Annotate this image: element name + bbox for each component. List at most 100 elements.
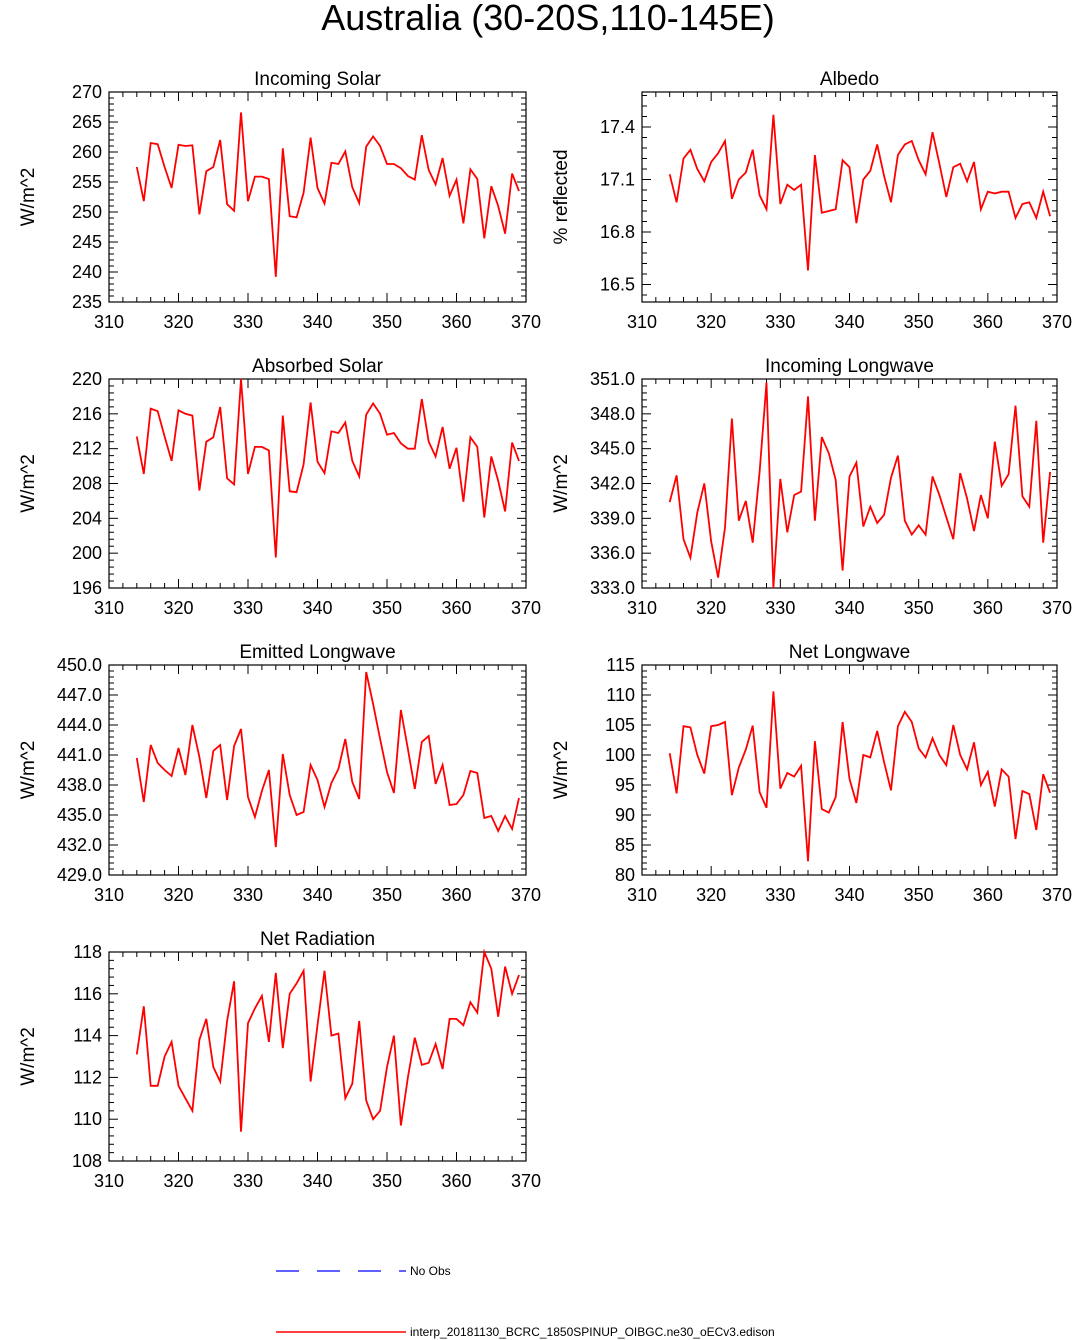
y-tick-label: 216 <box>72 404 102 424</box>
y-tick-label: 16.8 <box>600 222 635 242</box>
panel-title: Net Radiation <box>260 929 375 950</box>
y-tick-label: 220 <box>72 369 102 389</box>
y-tick-label: 17.4 <box>600 117 635 137</box>
y-axis-label: W/m^2 <box>18 741 39 800</box>
y-tick-label: 110 <box>606 685 635 705</box>
legend-model-label: interp_20181130_BCRC_1850SPINUP_OIBGC.ne… <box>410 1325 775 1339</box>
panel-incoming-longwave: Incoming Longwave W/m^2 310 320 330 340 350 360… <box>551 356 1072 618</box>
x-tick-label: 310 <box>94 1171 124 1191</box>
panel-title: Incoming Longwave <box>765 356 934 377</box>
x-tick-label: 360 <box>441 885 471 905</box>
y-axis-label: W/m^2 <box>551 741 572 800</box>
panels: Incoming Solar W/m^2 310 320 330 340 350 360 370… <box>18 69 1072 1191</box>
x-tick-label: 360 <box>973 312 1003 332</box>
x-tick-label: 310 <box>94 312 124 332</box>
y-tick-label: 105 <box>605 715 635 735</box>
y-tick-label: 108 <box>72 1151 102 1171</box>
panel-title: Absorbed Solar <box>252 356 384 377</box>
x-tick-label: 310 <box>94 885 124 905</box>
y-tick-label: 333.0 <box>590 578 635 598</box>
panel-incoming-solar: Incoming Solar W/m^2 310 320 330 340 350 360 370… <box>18 69 541 332</box>
x-tick-label: 350 <box>904 312 934 332</box>
x-tick-label: 350 <box>372 885 402 905</box>
series-line-net-radiation <box>135 948 520 1132</box>
y-axis-label: % reflected <box>551 149 572 244</box>
x-tick-label: 320 <box>696 598 726 618</box>
y-tick-label: 339.0 <box>590 508 635 528</box>
x-tick-label: 350 <box>372 312 402 332</box>
panel-title: Albedo <box>820 69 879 90</box>
y-tick-label: 200 <box>72 543 102 563</box>
series-line-albedo <box>668 114 1051 271</box>
x-tick-label: 320 <box>696 885 726 905</box>
x-tick-label: 330 <box>765 598 795 618</box>
x-tick-label: 370 <box>1042 312 1072 332</box>
y-tick-label: 114 <box>73 1026 102 1046</box>
y-tick-label: 265 <box>72 112 102 132</box>
y-tick-label: 348.0 <box>590 404 635 424</box>
x-tick-label: 340 <box>302 312 332 332</box>
x-tick-label: 330 <box>233 1171 263 1191</box>
y-tick-label: 100 <box>605 745 635 765</box>
legend: No Obs interp_20181130_BCRC_1850SPINUP_O… <box>276 1264 775 1339</box>
x-tick-label: 370 <box>1042 885 1072 905</box>
y-tick-label: 441.0 <box>57 745 102 765</box>
x-tick-label: 320 <box>163 885 193 905</box>
y-tick-label: 85 <box>615 835 635 855</box>
x-tick-label: 310 <box>627 885 657 905</box>
plot-frame <box>108 951 527 1162</box>
series-line-emitted-longwave <box>135 671 520 848</box>
y-tick-label: 447.0 <box>57 685 102 705</box>
x-tick-label: 370 <box>511 598 541 618</box>
y-axis-label: W/m^2 <box>551 454 572 513</box>
x-tick-label: 330 <box>765 885 795 905</box>
panel-net-longwave: Net Longwave W/m^2 310 320 330 340 350 360 370 80… <box>551 642 1072 905</box>
x-tick-label: 330 <box>233 885 263 905</box>
y-axis-label: W/m^2 <box>18 1027 39 1086</box>
x-tick-label: 340 <box>302 598 332 618</box>
x-tick-label: 370 <box>511 1171 541 1191</box>
legend-obs-label: No Obs <box>410 1264 451 1278</box>
x-tick-label: 370 <box>1042 598 1072 618</box>
x-tick-label: 370 <box>511 885 541 905</box>
x-tick-label: 370 <box>511 312 541 332</box>
series-line-absorbed-solar <box>135 378 520 558</box>
series-line-net-longwave <box>668 691 1051 862</box>
y-tick-label: 250 <box>72 202 102 222</box>
y-tick-label: 429.0 <box>57 865 102 885</box>
y-tick-label: 260 <box>72 142 102 162</box>
x-tick-label: 340 <box>302 885 332 905</box>
y-tick-label: 255 <box>72 172 102 192</box>
y-tick-label: 450.0 <box>57 655 102 675</box>
x-tick-label: 360 <box>973 598 1003 618</box>
y-tick-label: 270 <box>72 82 102 102</box>
x-tick-label: 340 <box>302 1171 332 1191</box>
x-tick-label: 340 <box>834 312 864 332</box>
x-tick-label: 320 <box>163 1171 193 1191</box>
x-tick-label: 330 <box>233 598 263 618</box>
y-tick-label: 235 <box>72 292 102 312</box>
figure-title: Australia (30-20S,110-145E) <box>321 0 775 38</box>
y-axis-label: W/m^2 <box>18 168 39 227</box>
y-tick-label: 240 <box>72 262 102 282</box>
x-tick-label: 360 <box>973 885 1003 905</box>
panel-albedo: Albedo % reflected 310 320 330 340 350 360 370 16… <box>551 69 1072 332</box>
x-tick-label: 320 <box>696 312 726 332</box>
y-tick-label: 212 <box>72 439 102 459</box>
y-axis-label: W/m^2 <box>18 454 39 513</box>
y-tick-label: 110 <box>73 1109 102 1129</box>
x-tick-label: 310 <box>627 312 657 332</box>
y-tick-label: 115 <box>606 655 635 675</box>
y-tick-label: 444.0 <box>57 715 102 735</box>
x-tick-label: 310 <box>627 598 657 618</box>
x-tick-label: 320 <box>163 312 193 332</box>
plot-frame <box>641 91 1058 303</box>
y-tick-label: 438.0 <box>57 775 102 795</box>
y-tick-label: 80 <box>615 865 635 885</box>
y-tick-label: 432.0 <box>57 835 102 855</box>
x-tick-label: 340 <box>834 885 864 905</box>
y-tick-label: 95 <box>615 775 635 795</box>
x-tick-label: 350 <box>904 598 934 618</box>
x-tick-label: 310 <box>94 598 124 618</box>
plot-frame <box>108 378 527 589</box>
